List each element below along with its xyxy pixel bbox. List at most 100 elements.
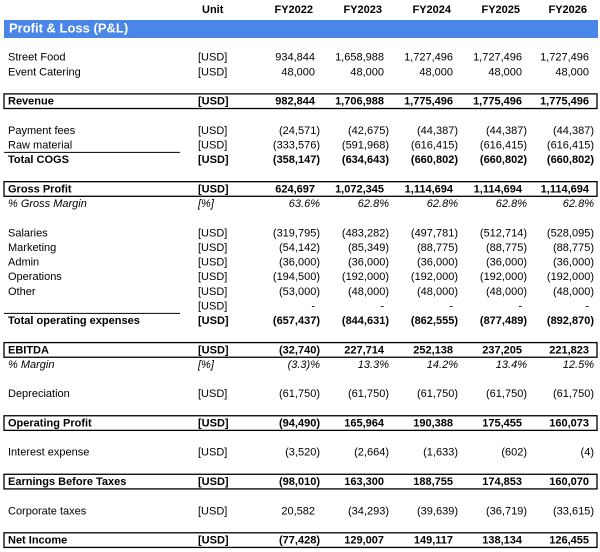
row-label: % Margin bbox=[8, 359, 54, 371]
row-value: (602) bbox=[501, 447, 527, 459]
row-label: Gross Profit bbox=[8, 183, 72, 195]
row-value: - bbox=[380, 300, 384, 312]
year-header: FY2025 bbox=[481, 4, 520, 16]
row-value: (48,000) bbox=[553, 286, 594, 298]
row-value: 129,007 bbox=[344, 535, 384, 547]
row-unit: [USD] bbox=[198, 125, 227, 137]
row-value: (61,750) bbox=[553, 388, 594, 400]
row-value: (88,775) bbox=[553, 242, 594, 254]
row-value: (36,000) bbox=[279, 257, 320, 269]
row-value: (88,775) bbox=[486, 242, 527, 254]
row-value: (528,095) bbox=[547, 227, 594, 239]
row-label: Event Catering bbox=[8, 66, 81, 78]
row-value: 48,000 bbox=[419, 66, 453, 78]
row-value: 1,114,694 bbox=[405, 183, 454, 195]
row-value: (657,437) bbox=[273, 315, 320, 327]
row-label: Street Food bbox=[8, 52, 65, 64]
row-value: (36,000) bbox=[417, 257, 458, 269]
row-value: (39,639) bbox=[417, 505, 458, 517]
row-label: Interest expense bbox=[8, 447, 89, 459]
row-value: (36,000) bbox=[486, 257, 527, 269]
row-unit: [USD] bbox=[198, 66, 227, 78]
row-box bbox=[3, 93, 598, 110]
row-value: 227,714 bbox=[344, 344, 385, 356]
row-value: (85,349) bbox=[348, 242, 389, 254]
row-value: 138,134 bbox=[482, 535, 523, 547]
row-unit: [USD] bbox=[198, 286, 227, 298]
row-value: (512,714) bbox=[480, 227, 527, 239]
row-value: 174,853 bbox=[482, 476, 522, 488]
row-label: Corporate taxes bbox=[8, 505, 87, 517]
row-unit: [USD] bbox=[198, 535, 229, 547]
row-value: (61,750) bbox=[348, 388, 389, 400]
row-value: 63.6% bbox=[289, 198, 320, 210]
row-label: Earnings Before Taxes bbox=[8, 476, 126, 488]
row-value: (862,555) bbox=[411, 315, 458, 327]
row-value: 48,000 bbox=[350, 66, 384, 78]
row-value: (98,010) bbox=[279, 476, 320, 488]
row-value: 160,073 bbox=[549, 417, 589, 429]
row-unit: [USD] bbox=[198, 476, 229, 488]
row-label: Operating Profit bbox=[8, 417, 92, 429]
year-header: FY2024 bbox=[412, 4, 451, 16]
row-label: Admin bbox=[8, 257, 39, 269]
row-value: 190,388 bbox=[413, 417, 453, 429]
row-value: 237,205 bbox=[482, 344, 522, 356]
row-label: Depreciation bbox=[8, 388, 70, 400]
row-value: 12.5% bbox=[563, 359, 594, 371]
row-value: 175,455 bbox=[482, 417, 522, 429]
row-value: (497,781) bbox=[411, 227, 458, 239]
row-value: (32,740) bbox=[279, 344, 320, 356]
row-value: (48,000) bbox=[417, 286, 458, 298]
row-value: 1,072,345 bbox=[335, 183, 384, 195]
row-value: (194,500) bbox=[273, 271, 320, 283]
row-unit: [USD] bbox=[198, 505, 227, 517]
row-label: Other bbox=[8, 286, 36, 298]
row-value: (61,750) bbox=[486, 388, 527, 400]
row-label: Payment fees bbox=[8, 125, 76, 137]
row-value: - bbox=[518, 300, 522, 312]
row-value: (192,000) bbox=[411, 271, 458, 283]
row-unit: [USD] bbox=[198, 417, 229, 429]
row-unit: [USD] bbox=[198, 154, 229, 166]
row-label: Total COGS bbox=[8, 154, 69, 166]
row-value: 160,070 bbox=[549, 476, 589, 488]
row-value: (660,802) bbox=[547, 154, 594, 166]
row-value: 13.3% bbox=[358, 359, 389, 371]
row-value: 1,114,694 bbox=[474, 183, 523, 195]
row-value: (3,520) bbox=[285, 447, 320, 459]
row-value: (34,293) bbox=[348, 505, 389, 517]
row-value: 48,000 bbox=[281, 66, 315, 78]
row-value: 1,114,694 bbox=[541, 183, 590, 195]
row-box bbox=[3, 532, 598, 549]
row-unit: [USD] bbox=[198, 315, 229, 327]
row-value: (4) bbox=[581, 447, 594, 459]
row-value: 1,775,496 bbox=[473, 96, 522, 108]
row-value: 62.8% bbox=[358, 198, 389, 210]
sheet-title: Profit & Loss (P&L) bbox=[9, 20, 128, 35]
row-value: (634,643) bbox=[342, 154, 389, 166]
row-value: (33,615) bbox=[553, 505, 594, 517]
row-value: (42,675) bbox=[348, 125, 389, 137]
row-value: (94,490) bbox=[279, 417, 320, 429]
row-value: 163,300 bbox=[344, 476, 384, 488]
row-unit: [USD] bbox=[198, 344, 229, 356]
row-unit: [USD] bbox=[198, 227, 227, 239]
row-value: (616,415) bbox=[411, 140, 458, 152]
row-value: (61,750) bbox=[417, 388, 458, 400]
row-box bbox=[3, 473, 598, 490]
row-label: Salaries bbox=[8, 227, 48, 239]
row-value: (892,870) bbox=[547, 315, 594, 327]
row-unit: [USD] bbox=[198, 388, 227, 400]
row-value: (3.3)% bbox=[288, 359, 321, 371]
row-label: Marketing bbox=[8, 242, 56, 254]
row-value: (53,000) bbox=[279, 286, 320, 298]
row-value: 1,727,496 bbox=[473, 52, 522, 64]
row-value: 934,844 bbox=[275, 52, 315, 64]
row-value: (483,282) bbox=[342, 227, 389, 239]
row-value: (2,664) bbox=[354, 447, 389, 459]
row-value: (844,631) bbox=[342, 315, 389, 327]
row-value: (54,142) bbox=[279, 242, 320, 254]
row-value: 149,117 bbox=[414, 535, 453, 547]
row-label: Net Income bbox=[8, 535, 67, 547]
